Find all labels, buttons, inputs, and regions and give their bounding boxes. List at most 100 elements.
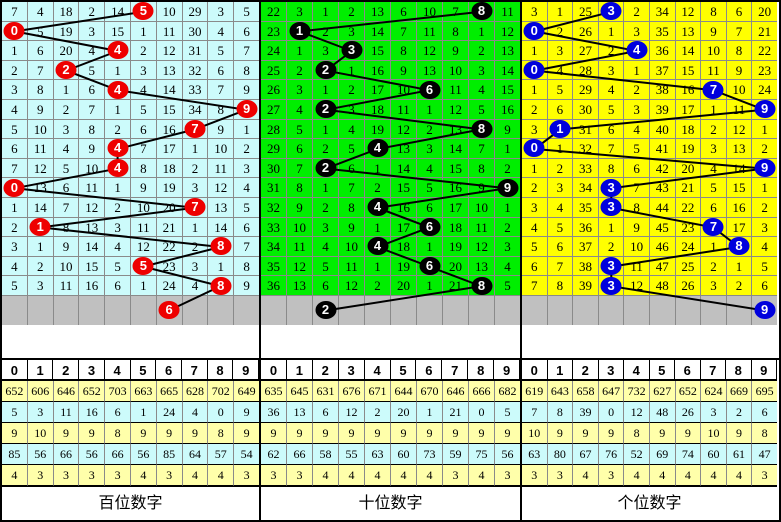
trend-cell[interactable]: 6 bbox=[79, 80, 106, 100]
trend-cell[interactable]: 8 bbox=[547, 276, 574, 296]
trend-cell[interactable]: 5 bbox=[2, 276, 28, 296]
trend-cell[interactable]: 7 bbox=[287, 158, 313, 179]
trend-cell[interactable] bbox=[339, 295, 365, 325]
number-marker[interactable]: 4 bbox=[367, 237, 388, 256]
number-marker[interactable]: 4 bbox=[107, 139, 129, 158]
trend-cell[interactable]: 7 bbox=[391, 21, 417, 42]
trend-cell[interactable]: 3 bbox=[522, 2, 548, 22]
trend-cell[interactable]: 46 bbox=[649, 237, 676, 257]
number-marker[interactable]: 1 bbox=[29, 217, 51, 236]
trend-cell[interactable] bbox=[522, 295, 548, 325]
trend-cell-marked[interactable]: 77 bbox=[701, 217, 727, 238]
trend-cell[interactable]: 2 bbox=[182, 237, 209, 257]
trend-cell[interactable]: 3 bbox=[701, 139, 727, 159]
trend-cell[interactable] bbox=[365, 295, 391, 325]
number-marker[interactable]: 3 bbox=[600, 178, 622, 197]
trend-cell-marked[interactable]: 88 bbox=[208, 276, 235, 296]
trend-cell[interactable]: 39 bbox=[649, 99, 676, 120]
trend-cell[interactable]: 27 bbox=[573, 41, 599, 61]
trend-cell-marked[interactable]: 00 bbox=[2, 21, 28, 42]
trend-cell[interactable]: 24 bbox=[752, 80, 777, 100]
trend-cell[interactable]: 2 bbox=[130, 41, 157, 61]
trend-cell[interactable]: 4 bbox=[624, 119, 650, 140]
trend-cell[interactable]: 2 bbox=[417, 119, 443, 140]
trend-cell[interactable]: 2 bbox=[522, 99, 548, 120]
trend-cell[interactable]: 29 bbox=[182, 2, 209, 22]
trend-cell[interactable]: 21 bbox=[675, 178, 702, 198]
trend-cell[interactable]: 13 bbox=[675, 21, 702, 42]
trend-cell[interactable]: 12 bbox=[339, 276, 365, 296]
trend-cell[interactable]: 3 bbox=[313, 41, 339, 61]
trend-cell[interactable]: 19 bbox=[53, 21, 80, 42]
trend-cell[interactable]: 3 bbox=[2, 80, 28, 100]
trend-cell[interactable]: 5 bbox=[79, 60, 106, 81]
trend-cell[interactable]: 10 bbox=[339, 237, 365, 257]
trend-cell[interactable]: 7 bbox=[726, 21, 753, 42]
number-marker[interactable]: 1 bbox=[549, 119, 571, 138]
grid-hundreds[interactable]: 7418214551029350051931511130461620444212… bbox=[2, 2, 259, 358]
trend-cell-marked[interactable]: 44 bbox=[105, 41, 131, 61]
trend-cell[interactable]: 23 bbox=[261, 21, 287, 42]
trend-cell[interactable]: 8 bbox=[208, 99, 235, 120]
trend-cell[interactable]: 24 bbox=[261, 41, 287, 61]
trend-cell[interactable]: 2 bbox=[624, 80, 650, 100]
trend-cell[interactable]: 6 bbox=[234, 217, 259, 238]
trend-cell[interactable]: 10 bbox=[79, 158, 106, 179]
trend-cell[interactable]: 12 bbox=[726, 119, 753, 140]
trend-cell[interactable]: 34 bbox=[649, 2, 676, 22]
trend-cell[interactable]: 48 bbox=[649, 276, 676, 296]
trend-cell[interactable]: 16 bbox=[365, 60, 391, 81]
trend-cell[interactable]: 8 bbox=[701, 2, 727, 22]
number-marker[interactable]: 8 bbox=[728, 237, 750, 256]
trend-cell[interactable]: 30 bbox=[182, 21, 209, 42]
trend-cell[interactable]: 13 bbox=[365, 2, 391, 22]
trend-cell[interactable]: 1 bbox=[547, 2, 574, 22]
trend-cell[interactable]: 47 bbox=[649, 256, 676, 277]
trend-cell[interactable]: 5 bbox=[417, 178, 443, 198]
number-marker[interactable]: 8 bbox=[471, 119, 492, 138]
trend-cell-marked[interactable]: 22 bbox=[313, 99, 339, 120]
trend-cell[interactable]: 5 bbox=[701, 178, 727, 198]
trend-cell[interactable]: 3 bbox=[598, 60, 625, 81]
trend-cell[interactable]: 3 bbox=[287, 2, 313, 22]
trend-cell[interactable]: 1 bbox=[105, 99, 131, 120]
number-marker[interactable]: 4 bbox=[107, 159, 129, 178]
trend-cell[interactable]: 2 bbox=[365, 178, 391, 198]
trend-cell[interactable]: 13 bbox=[443, 119, 469, 140]
number-marker[interactable]: 4 bbox=[367, 139, 388, 158]
trend-cell[interactable]: 18 bbox=[443, 217, 469, 238]
trend-cell[interactable]: 1 bbox=[313, 178, 339, 198]
trend-cell-marked[interactable]: 00 bbox=[522, 21, 548, 42]
trend-cell[interactable]: 7 bbox=[130, 139, 157, 159]
trend-cell[interactable]: 4 bbox=[495, 256, 520, 277]
trend-cell[interactable]: 3 bbox=[547, 178, 574, 198]
number-marker[interactable]: 5 bbox=[132, 257, 154, 276]
trend-cell[interactable] bbox=[495, 295, 520, 325]
number-marker[interactable]: 9 bbox=[754, 159, 776, 178]
trend-cell[interactable]: 4 bbox=[522, 217, 548, 238]
trend-cell[interactable]: 5 bbox=[105, 256, 131, 277]
trend-cell[interactable]: 13 bbox=[391, 139, 417, 159]
trend-cell[interactable]: 6 bbox=[208, 60, 235, 81]
trend-cell[interactable]: 4 bbox=[105, 237, 131, 257]
trend-cell[interactable]: 9 bbox=[495, 119, 520, 140]
trend-cell-marked[interactable]: 22 bbox=[313, 158, 339, 179]
trend-cell[interactable]: 6 bbox=[234, 21, 259, 42]
number-marker[interactable]: 3 bbox=[600, 276, 622, 295]
trend-cell[interactable] bbox=[27, 295, 54, 325]
number-marker[interactable]: 6 bbox=[419, 217, 440, 236]
trend-cell[interactable]: 29 bbox=[573, 80, 599, 100]
trend-cell-marked[interactable]: 00 bbox=[522, 139, 548, 159]
trend-cell[interactable]: 2 bbox=[313, 197, 339, 218]
trend-cell[interactable]: 30 bbox=[261, 158, 287, 179]
trend-cell[interactable]: 15 bbox=[443, 158, 469, 179]
number-marker[interactable]: 8 bbox=[210, 276, 232, 295]
number-marker[interactable]: 9 bbox=[497, 178, 518, 197]
trend-cell[interactable]: 6 bbox=[547, 237, 574, 257]
trend-cell[interactable]: 4 bbox=[2, 99, 28, 120]
trend-cell[interactable]: 9 bbox=[79, 139, 106, 159]
trend-cell[interactable]: 7 bbox=[469, 139, 495, 159]
trend-cell[interactable]: 16 bbox=[443, 178, 469, 198]
trend-cell[interactable]: 3 bbox=[752, 217, 777, 238]
trend-cell[interactable]: 11 bbox=[469, 217, 495, 238]
